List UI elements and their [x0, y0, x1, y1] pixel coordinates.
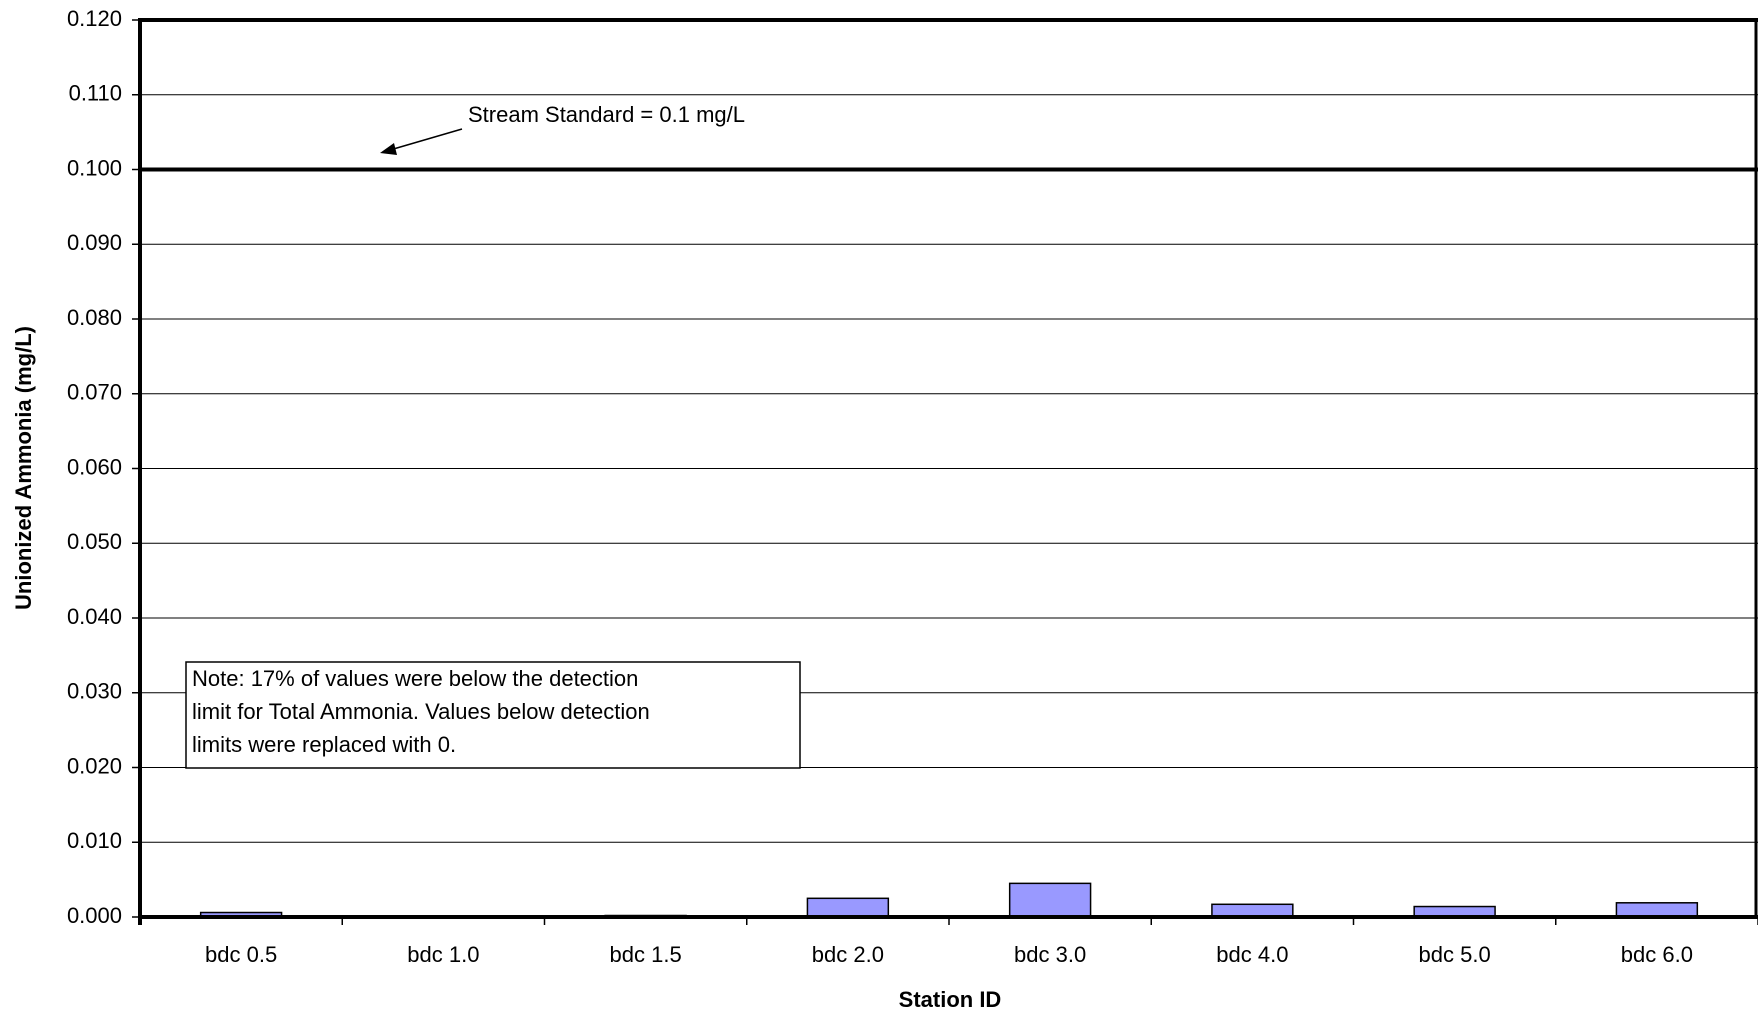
x-tick-label: bdc 1.0: [407, 942, 479, 967]
note-box: [185, 661, 801, 769]
x-tick-label: bdc 3.0: [1014, 942, 1086, 967]
y-tick-label: 0.120: [67, 6, 122, 31]
y-tick-label: 0.050: [67, 529, 122, 554]
y-tick-label: 0.110: [69, 81, 122, 106]
bar: [806, 897, 890, 918]
x-tick-label: bdc 2.0: [812, 942, 884, 967]
y-tick-label: 0.060: [67, 454, 122, 479]
y-tick-label: 0.090: [67, 230, 122, 255]
x-axis-title: Station ID: [899, 987, 1002, 1012]
arrow-head: [380, 143, 397, 155]
annotation-arrow: [389, 128, 463, 151]
y-tick-label: 0.100: [67, 155, 122, 180]
y-tick-label: 0.040: [67, 604, 122, 629]
y-tick-label: 0.020: [67, 753, 122, 778]
x-tick-label: bdc 6.0: [1621, 942, 1693, 967]
note-text: limit for Total Ammonia. Values below de…: [192, 699, 650, 724]
y-tick-label: 0.070: [67, 380, 122, 405]
note-text: limits were replaced with 0.: [192, 732, 456, 757]
bar: [1008, 882, 1092, 918]
y-tick-label: 0.030: [67, 679, 122, 704]
reference-label: Stream Standard = 0.1 mg/L: [468, 102, 745, 127]
bar: [1615, 902, 1699, 918]
x-tick-label: bdc 5.0: [1419, 942, 1491, 967]
y-tick-label: 0.080: [67, 305, 122, 330]
x-tick-label: bdc 4.0: [1216, 942, 1288, 967]
y-axis-title: Unionized Ammonia (mg/L): [11, 326, 36, 610]
y-tick-label: 0.010: [67, 828, 122, 853]
x-tick-label: bdc 0.5: [205, 942, 277, 967]
x-tick-label: bdc 1.5: [610, 942, 682, 967]
note-text: Note: 17% of values were below the detec…: [192, 666, 638, 691]
y-tick-label: 0.000: [67, 903, 122, 928]
